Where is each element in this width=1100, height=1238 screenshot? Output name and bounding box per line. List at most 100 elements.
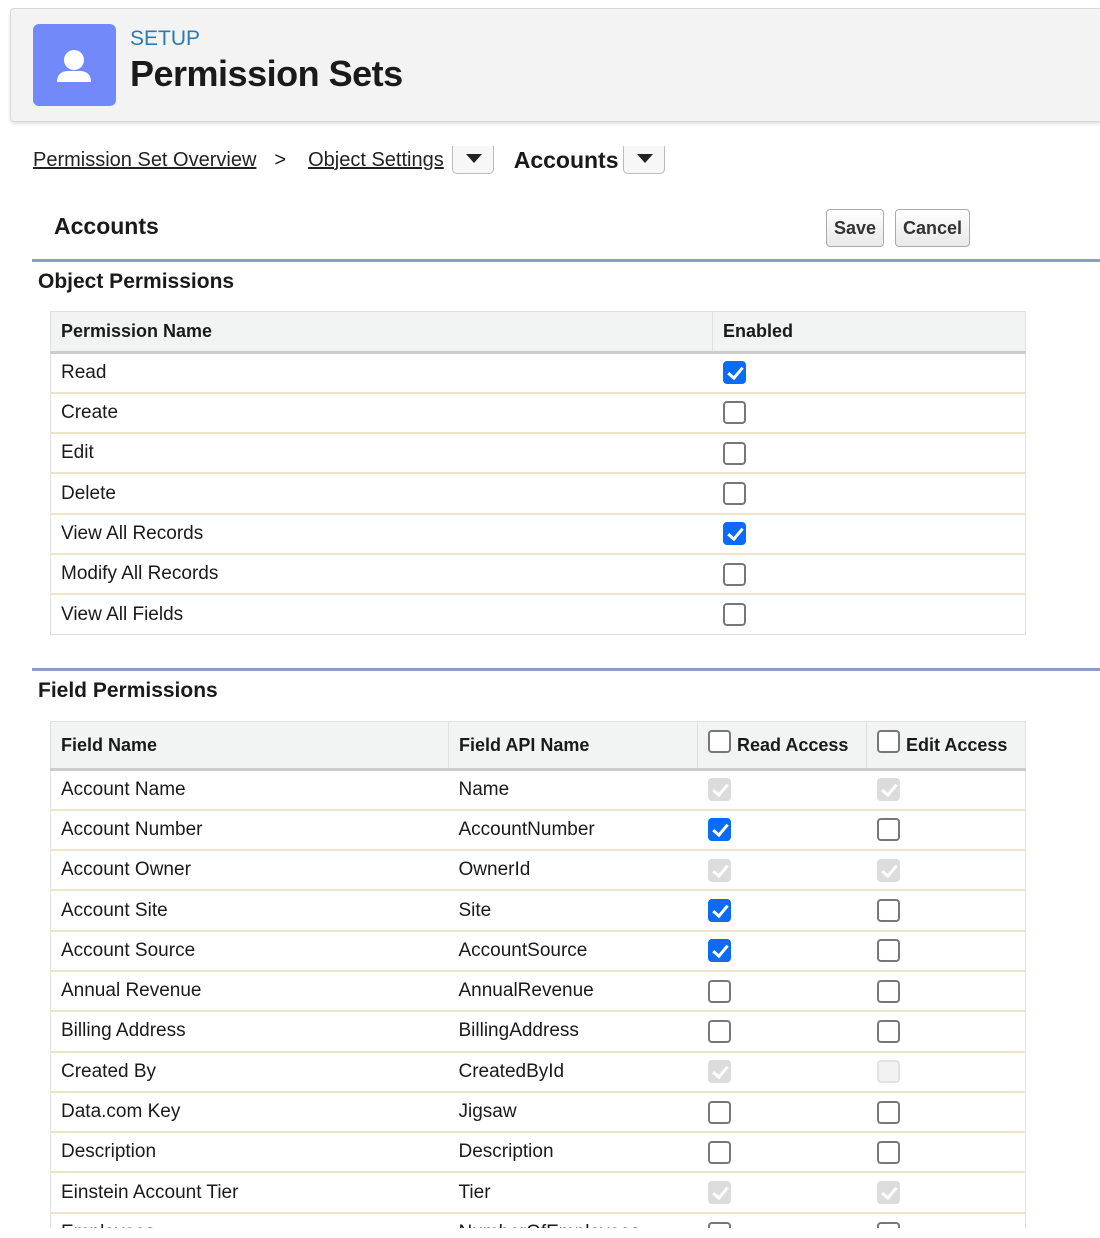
column-header: Field Name: [50, 721, 449, 771]
edit-access-checkbox: [876, 858, 900, 882]
field-name: Account Owner: [50, 849, 449, 891]
table-row: Account Site Site: [50, 889, 1026, 931]
page-header: SETUP Permission Sets: [10, 8, 1100, 122]
read-access-checkbox: [707, 1060, 731, 1084]
table-row: Account Source AccountSource: [50, 929, 1026, 971]
field-api-name: OwnerId: [448, 849, 698, 891]
chevron-down-icon[interactable]: [622, 146, 665, 174]
read-access-checkbox: [707, 778, 731, 802]
field-api-name: CreatedById: [448, 1050, 698, 1092]
object-permissions-table: Permission Name Enabled Read Create Edit De…: [50, 311, 1026, 636]
chevron-down-icon[interactable]: [451, 146, 494, 174]
enabled-checkbox[interactable]: [722, 401, 746, 425]
read-access-checkbox[interactable]: [707, 818, 731, 842]
field-api-name: NumberOfEmployees: [448, 1211, 698, 1228]
edit-access-checkbox[interactable]: [876, 899, 900, 923]
field-name: Created By: [50, 1050, 449, 1092]
read-access-checkbox[interactable]: [707, 1100, 731, 1124]
field-name: Data.com Key: [50, 1090, 449, 1133]
select-all-edit-checkbox[interactable]: [877, 730, 900, 754]
edit-access-checkbox[interactable]: [876, 1100, 900, 1124]
breadcrumb: Permission Set Overview > Object Setting…: [33, 145, 665, 175]
table-row: Account Number AccountNumber: [50, 808, 1026, 851]
save-button[interactable]: Save: [826, 209, 885, 247]
table-row: Annual Revenue AnnualRevenue: [50, 969, 1026, 1012]
table-row: Read: [50, 351, 1026, 393]
field-api-name: Site: [448, 889, 698, 931]
column-header: Permission Name: [50, 311, 713, 354]
breadcrumb-current: Accounts: [513, 146, 619, 173]
breadcrumb-separator: >: [274, 148, 287, 171]
field-name: Annual Revenue: [50, 969, 449, 1012]
permission-name: Create: [50, 391, 713, 434]
edit-access-checkbox: [876, 1181, 900, 1205]
field-api-name: Description: [448, 1131, 698, 1173]
edit-access-checkbox[interactable]: [876, 1019, 900, 1043]
column-header-label: Read Access: [737, 734, 849, 755]
enabled-checkbox[interactable]: [722, 361, 746, 385]
select-all-read-checkbox[interactable]: [708, 730, 731, 754]
field-name: Employees: [50, 1211, 449, 1228]
permission-name: View All Records: [50, 512, 713, 554]
table-row: Account Name Name: [50, 768, 1026, 810]
read-access-checkbox[interactable]: [707, 1019, 731, 1043]
permission-name: Modify All Records: [50, 552, 713, 595]
divider: [32, 259, 1100, 262]
read-access-checkbox: [707, 1181, 731, 1205]
breadcrumb-object-settings-link[interactable]: Object Settings: [308, 148, 444, 171]
enabled-checkbox[interactable]: [722, 441, 746, 465]
field-api-name: BillingAddress: [448, 1010, 698, 1052]
table-row: Created By CreatedById: [50, 1050, 1026, 1092]
enabled-checkbox[interactable]: [722, 522, 746, 546]
edit-access-checkbox[interactable]: [876, 1140, 900, 1164]
field-name: Einstein Account Tier: [50, 1171, 449, 1213]
read-access-checkbox[interactable]: [707, 1221, 731, 1228]
header-eyebrow: SETUP: [130, 27, 201, 50]
object-permissions-title: Object Permissions: [38, 270, 235, 293]
enabled-checkbox[interactable]: [722, 603, 746, 627]
section-heading: Accounts: [54, 213, 159, 239]
user-icon: [33, 24, 116, 106]
permission-name: Delete: [50, 472, 713, 514]
permission-name: Read: [50, 351, 713, 393]
field-permissions-title: Field Permissions: [38, 679, 218, 702]
edit-access-checkbox[interactable]: [876, 939, 900, 963]
table-row: Create: [50, 391, 1026, 434]
table-row: View All Records: [50, 512, 1026, 554]
read-access-header: Read Access: [697, 721, 867, 771]
field-name: Account Name: [50, 768, 449, 810]
field-api-name: AnnualRevenue: [448, 969, 698, 1012]
field-name: Account Number: [50, 808, 449, 851]
table-row: Description Description: [50, 1131, 1026, 1173]
table-row: EmployeesNumberOfEmployees: [50, 1211, 1026, 1228]
column-header-label: Edit Access: [906, 734, 1008, 755]
read-access-checkbox[interactable]: [707, 1140, 731, 1164]
content: Permission Set Overview > Object Setting…: [12, 145, 1100, 1228]
column-header: Enabled: [712, 311, 1026, 354]
field-permissions-table: Field Name Field API Name Read Access Ed…: [50, 721, 1026, 1228]
column-header: Field API Name: [448, 721, 698, 771]
edit-access-checkbox: [876, 778, 900, 802]
read-access-checkbox[interactable]: [707, 979, 731, 1003]
table-row: View All Fields: [50, 593, 1026, 635]
cancel-button[interactable]: Cancel: [895, 209, 971, 247]
read-access-checkbox: [707, 858, 731, 882]
field-api-name: AccountSource: [448, 929, 698, 971]
edit-access-header: Edit Access: [866, 721, 1026, 771]
field-name: Description: [50, 1131, 449, 1173]
table-row: Account Owner OwnerId: [50, 849, 1026, 891]
edit-access-checkbox[interactable]: [876, 979, 900, 1003]
read-access-checkbox[interactable]: [707, 939, 731, 963]
table-row: Edit: [50, 432, 1026, 474]
enabled-checkbox[interactable]: [722, 482, 746, 506]
read-access-checkbox[interactable]: [707, 899, 731, 923]
table-row: Einstein Account Tier Tier: [50, 1171, 1026, 1213]
edit-access-checkbox[interactable]: [876, 1221, 900, 1228]
enabled-checkbox[interactable]: [722, 562, 746, 586]
table-row: Delete: [50, 472, 1026, 514]
permission-name: View All Fields: [50, 593, 713, 635]
edit-access-checkbox[interactable]: [876, 818, 900, 842]
field-api-name: Tier: [448, 1171, 698, 1213]
table-row: Data.com Key Jigsaw: [50, 1090, 1026, 1133]
breadcrumb-overview-link[interactable]: Permission Set Overview: [33, 148, 257, 171]
